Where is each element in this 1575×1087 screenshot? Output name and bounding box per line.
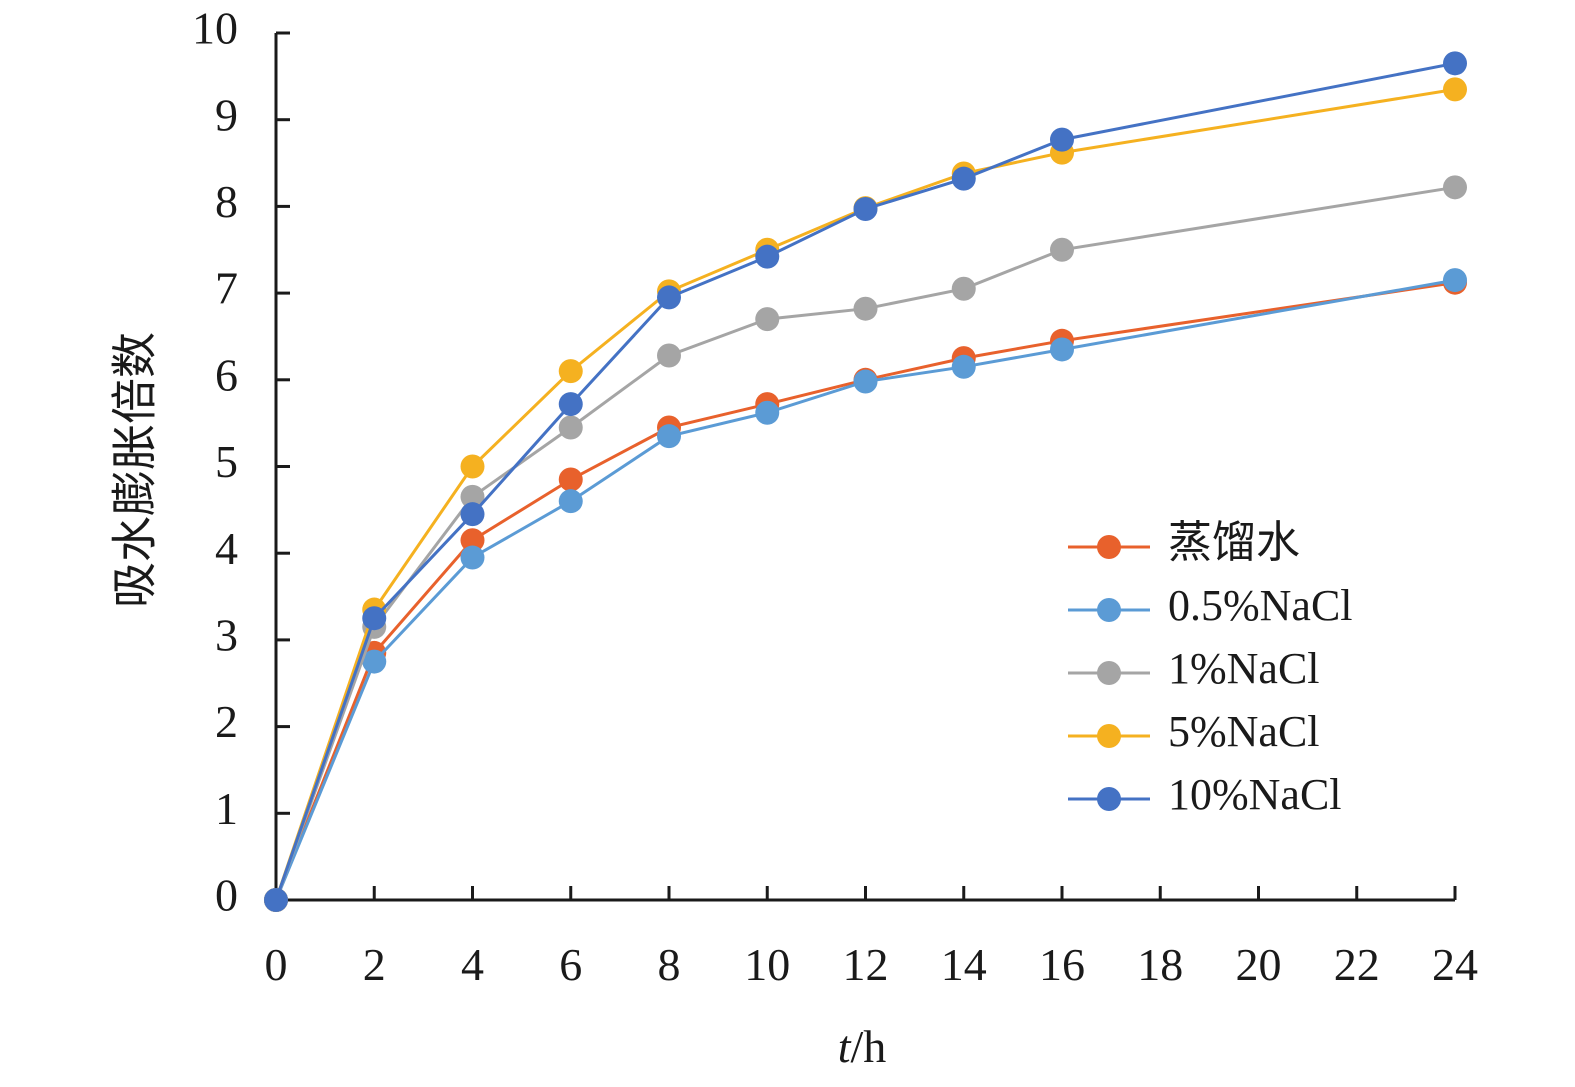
legend-marker — [1097, 787, 1121, 811]
data-point — [657, 424, 681, 449]
x-tick-label: 14 — [941, 939, 987, 990]
legend-item: 5%NaCl — [1068, 707, 1320, 756]
legend-item: 1%NaCl — [1068, 644, 1320, 693]
series-4 — [264, 51, 1467, 912]
series-line — [274, 278, 1456, 901]
x-tick-label: 2 — [363, 939, 386, 990]
data-point — [755, 400, 780, 425]
y-tick-label: 0 — [215, 870, 238, 921]
legend-item: 0.5%NaCl — [1068, 581, 1353, 630]
data-point — [1443, 51, 1467, 76]
data-point — [951, 166, 976, 191]
data-point — [558, 392, 583, 417]
series-layer — [264, 51, 1467, 912]
data-point — [657, 343, 681, 368]
data-point — [951, 276, 976, 301]
y-tick-label: 2 — [215, 696, 238, 747]
data-point — [362, 606, 387, 631]
data-point — [558, 467, 583, 492]
data-point — [460, 545, 485, 570]
data-point — [460, 528, 485, 553]
data-point — [755, 244, 780, 269]
x-tick-label: 8 — [658, 939, 681, 990]
x-tick-label: 10 — [744, 939, 790, 990]
y-tick-label: 9 — [215, 89, 238, 140]
series-line — [274, 185, 1456, 901]
data-point — [362, 649, 387, 674]
x-tick-label: 20 — [1236, 939, 1282, 990]
data-point — [1050, 237, 1074, 262]
legend-label: 10%NaCl — [1168, 770, 1342, 819]
y-tick-label: 4 — [215, 523, 238, 574]
data-point — [460, 502, 485, 527]
series-line — [274, 87, 1456, 901]
data-point — [1443, 77, 1467, 102]
legend-marker — [1097, 661, 1121, 685]
legend-item: 蒸馏水 — [1068, 518, 1300, 567]
data-point — [1050, 337, 1074, 362]
data-point — [853, 369, 878, 394]
data-point — [1050, 127, 1074, 152]
y-tick-label: 10 — [192, 3, 238, 54]
x-tick-label: 12 — [843, 939, 889, 990]
legend-item: 10%NaCl — [1068, 770, 1342, 819]
y-tick-label: 3 — [215, 609, 238, 660]
x-tick-label: 16 — [1039, 939, 1085, 990]
legend-label: 蒸馏水 — [1168, 518, 1300, 567]
legend-marker — [1097, 724, 1121, 748]
legend-marker — [1097, 598, 1121, 622]
x-axis-label-unit: /h — [851, 1021, 887, 1072]
y-tick-label: 6 — [215, 349, 238, 400]
x-tick-label: 18 — [1137, 939, 1183, 990]
y-tick-label: 5 — [215, 436, 238, 487]
series-line — [274, 61, 1456, 901]
legend-label: 0.5%NaCl — [1168, 581, 1353, 630]
data-point — [460, 484, 485, 509]
data-point — [460, 454, 485, 479]
legend-marker — [1097, 535, 1121, 559]
data-point — [657, 285, 681, 310]
x-tick-label: 24 — [1432, 939, 1478, 990]
data-point — [558, 489, 583, 514]
x-axis-label: t/h — [838, 1021, 887, 1072]
y-tick-label: 8 — [215, 176, 238, 227]
data-point — [1443, 175, 1467, 200]
series-line — [274, 281, 1456, 901]
x-tick-label: 22 — [1334, 939, 1380, 990]
data-point — [558, 359, 583, 384]
legend-label: 5%NaCl — [1168, 707, 1320, 756]
x-tick-label: 6 — [559, 939, 582, 990]
data-point — [264, 888, 288, 912]
y-tick-label: 1 — [215, 783, 238, 834]
data-point — [853, 197, 878, 222]
x-tick-label: 4 — [461, 939, 484, 990]
legend: 蒸馏水 0.5%NaCl 1%NaCl 5%NaCl 10%NaCl — [1068, 518, 1353, 819]
data-point — [951, 354, 976, 379]
data-point — [853, 296, 878, 321]
y-tick-label: 7 — [215, 263, 238, 314]
y-axis-label: 吸水膨胀倍数 — [110, 332, 161, 608]
data-point — [558, 415, 583, 440]
data-point — [1443, 268, 1467, 293]
legend-label: 1%NaCl — [1168, 644, 1320, 693]
data-point — [755, 307, 780, 332]
x-axis-label-variable: t — [838, 1021, 852, 1072]
x-tick-label: 0 — [265, 939, 288, 990]
